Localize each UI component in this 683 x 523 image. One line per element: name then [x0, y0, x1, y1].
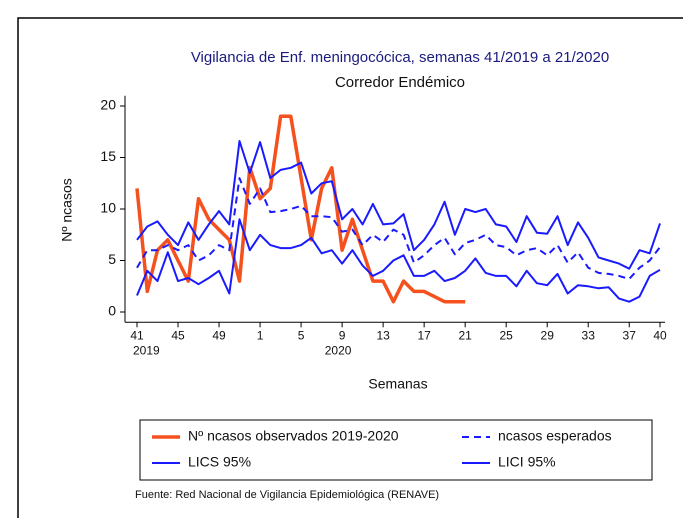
legend-label: ncasos esperados	[498, 428, 612, 444]
series-line	[136, 140, 661, 270]
x-tick-label: 13	[376, 328, 390, 342]
y-tick-label: 0	[108, 303, 116, 319]
x-tick-label: 17	[417, 328, 431, 342]
x-tick-label: 25	[499, 328, 513, 342]
series-line	[136, 218, 661, 303]
chart-subtitle: Corredor Endémico	[335, 74, 465, 91]
x-year-label: 2019	[133, 343, 160, 357]
source-note: Fuente: Red Nacional de Vigilancia Epide…	[135, 489, 439, 501]
x-tick-label: 9	[339, 328, 346, 342]
chart-title: Vigilancia de Enf. meningocócica, semana…	[191, 49, 609, 66]
x-tick-label: 49	[212, 328, 226, 342]
y-tick-label: 10	[100, 200, 116, 216]
x-tick-label: 33	[582, 328, 596, 342]
x-tick-label: 40	[653, 328, 667, 342]
x-tick-label: 5	[298, 328, 305, 342]
x-year-label: 2020	[325, 343, 352, 357]
y-tick-label: 20	[100, 97, 116, 113]
legend-label: Nº ncasos observados 2019-2020	[188, 428, 399, 444]
y-tick-label: 15	[100, 148, 116, 164]
y-tick-label: 5	[108, 251, 116, 267]
legend-label: LICS 95%	[188, 454, 251, 470]
x-tick-label: 41	[130, 328, 144, 342]
x-axis-label: Semanas	[368, 376, 427, 392]
x-tick-label: 45	[171, 328, 185, 342]
x-tick-label: 1	[257, 328, 264, 342]
x-tick-label: 29	[541, 328, 555, 342]
x-tick-label: 37	[623, 328, 637, 342]
series-line	[136, 177, 661, 280]
series-line	[135, 114, 466, 304]
x-tick-label: 21	[458, 328, 472, 342]
legend-label: LICI 95%	[498, 454, 556, 470]
y-axis-label: Nº ncasos	[59, 178, 75, 241]
legend-box	[139, 419, 653, 481]
